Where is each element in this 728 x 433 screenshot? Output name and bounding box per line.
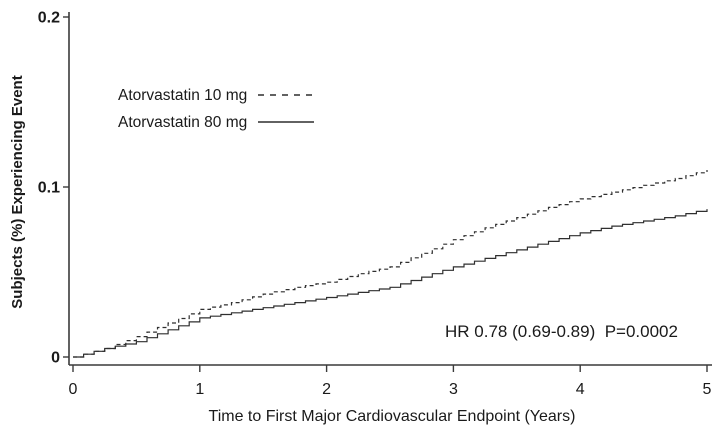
curves [73,170,708,358]
x-axis-ticks: 0 1 2 3 4 5 [69,365,712,398]
legend-label-10mg: Atorvastatin 10 mg [118,87,247,104]
hazard-ratio-annotation: HR 0.78 (0.69-0.89) P=0.0002 [445,322,678,341]
y-tick-label: 0.1 [38,180,60,197]
y-axis-title: Subjects (%) Experiencing Event [9,75,26,308]
legend-label-80mg: Atorvastatin 80 mg [118,114,247,131]
x-axis: 0 1 2 3 4 5 Time to First Major Cardiovascula… [69,364,712,425]
legend-item-atorvastatin-10mg: Atorvastatin 10 mg [118,87,312,104]
x-tick-label: 3 [449,381,458,398]
x-axis-title: Time to First Major Cardiovascular Endpo… [209,408,576,425]
series-curve-atorvastatin-10-mg [73,170,708,358]
x-tick-label: 1 [195,381,204,398]
x-tick-label: 0 [69,381,78,398]
y-tick-label: 0 [51,350,60,367]
y-tick-label: 0.2 [38,10,60,27]
legend-item-atorvastatin-80mg: Atorvastatin 80 mg [118,114,314,131]
legend: Atorvastatin 10 mg Atorvastatin 80 mg [118,87,314,131]
y-axis-ticks: 0 0.1 0.2 [38,10,69,367]
x-tick-label: 2 [322,381,331,398]
series-curve-atorvastatin-80-mg [73,209,708,358]
x-tick-label: 5 [703,381,712,398]
x-tick-label: 4 [576,381,585,398]
y-axis: 0 0.1 0.2 Subjects (%) Experiencing Event [9,10,70,367]
